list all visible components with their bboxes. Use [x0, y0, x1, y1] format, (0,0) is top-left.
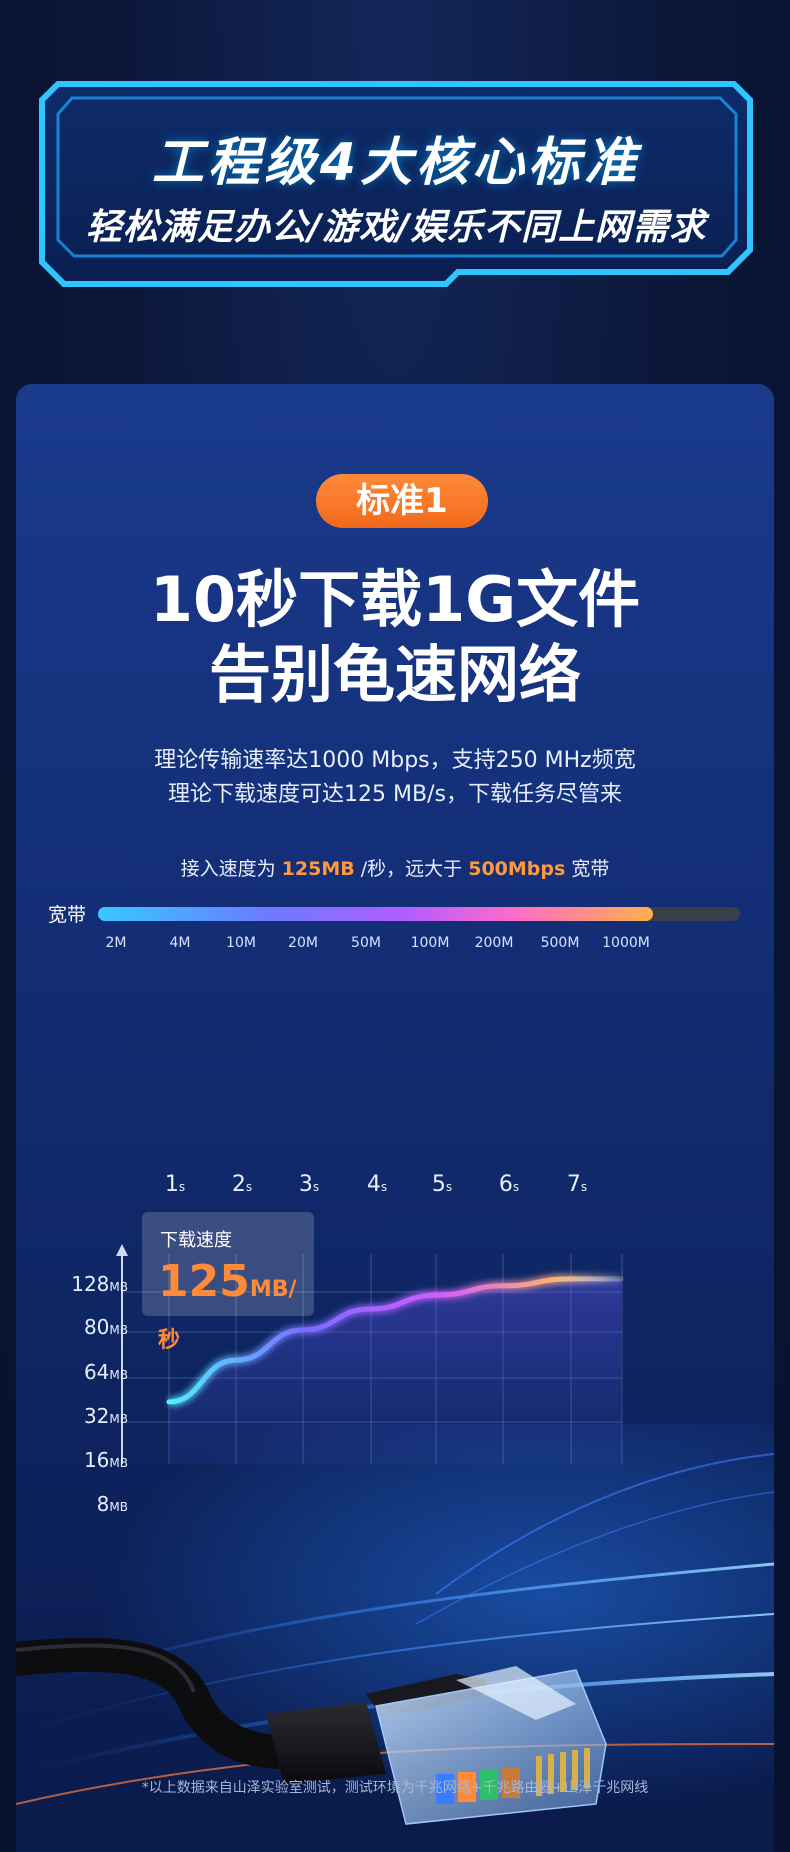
y-tick-label: 32MB	[83, 1404, 128, 1428]
standard-badge: 标准1	[316, 474, 488, 528]
header-banner: 工程级4大核心标准 轻松满足办公/游戏/娱乐不同上网需求	[38, 80, 754, 290]
x-tick-label: 6s	[498, 1172, 520, 1197]
headline-line-2: 告别龟速网络	[208, 638, 581, 711]
bandwidth-tick: 10M	[226, 935, 256, 951]
download-speed-unit: MB/秒	[158, 1277, 297, 1353]
x-tick-label: 1s	[164, 1172, 186, 1197]
download-speed-title: 下载速度	[160, 1230, 232, 1251]
speed-line	[166, 1276, 624, 1405]
y-tick-label: 64MB	[83, 1360, 128, 1384]
ethernet-cable-scene	[16, 1444, 774, 1852]
y-tick-label: 80MB	[83, 1315, 128, 1339]
bandwidth-tick: 50M	[351, 935, 381, 951]
banner-frame	[39, 81, 753, 287]
bandwidth-tick: 20M	[288, 935, 318, 951]
bandwidth-label: 宽带	[48, 904, 87, 926]
y-tick-label: 16MB	[83, 1448, 128, 1472]
bandwidth-tick: 1000M	[602, 935, 650, 951]
headline-line-1: 10秒下载1G文件	[149, 563, 641, 636]
x-tick-label: 3s	[298, 1172, 320, 1197]
speed-note-speed: 125MB	[281, 858, 355, 880]
description-line-1: 理论传输速率达1000 Mbps，支持250 MHz频宽	[154, 748, 636, 773]
ethernet-cable-illustration	[16, 1453, 774, 1825]
speed-chart-svg	[116, 1244, 624, 1464]
download-speed-box: 下载速度 125MB/秒	[142, 1212, 314, 1353]
y-axis-arrow	[116, 1244, 128, 1256]
feature-card: 标准1 10秒下载1G文件 告别龟速网络 理论传输速率达1000 Mbps，支持…	[16, 384, 774, 1852]
bandwidth-bar	[98, 907, 740, 921]
download-speed-value: 125MB/秒	[158, 1256, 314, 1358]
bandwidth-tick: 500M	[540, 935, 580, 951]
speed-note-suffix: 宽带	[571, 858, 610, 880]
description-line-2: 理论下载速度可达125 MB/s，下载任务尽管来	[168, 782, 622, 807]
y-tick-label: 128MB	[71, 1272, 128, 1296]
bandwidth-tick: 4M	[169, 935, 191, 951]
bandwidth-ticks: 2M 4M 10M 20M 50M 100M 200M 500M 1000M	[98, 935, 758, 959]
footnote: *以上数据来自山泽实验室测试，测试环境为千兆网络+千兆路由器+山泽千兆网线	[141, 1780, 649, 1796]
speed-note-prefix: 接入速度为	[180, 858, 276, 880]
x-tick-label: 4s	[366, 1172, 388, 1197]
speed-chart	[16, 994, 774, 1464]
bandwidth-tick: 2M	[105, 935, 127, 951]
bandwidth-tick: 100M	[410, 935, 450, 951]
banner-subtitle: 轻松满足办公/游戏/娱乐不同上网需求	[85, 207, 707, 248]
x-tick-label: 2s	[231, 1172, 253, 1197]
speed-note: 接入速度为 125MB /秒，远大于 500Mbps 宽带	[16, 854, 774, 881]
download-speed-number: 125	[158, 1256, 250, 1307]
speed-note-bandwidth: 500Mbps	[468, 858, 566, 880]
speed-note-middle: /秒，远大于	[360, 858, 463, 880]
speed-area	[169, 1278, 621, 1464]
bandwidth-tick: 200M	[474, 935, 514, 951]
bandwidth-bar-fill	[98, 907, 654, 921]
x-tick-label: 7s	[566, 1172, 588, 1197]
banner-title: 工程级4大核心标准	[151, 133, 641, 193]
x-tick-label: 5s	[431, 1172, 453, 1197]
y-tick-label: 8MB	[96, 1492, 128, 1516]
